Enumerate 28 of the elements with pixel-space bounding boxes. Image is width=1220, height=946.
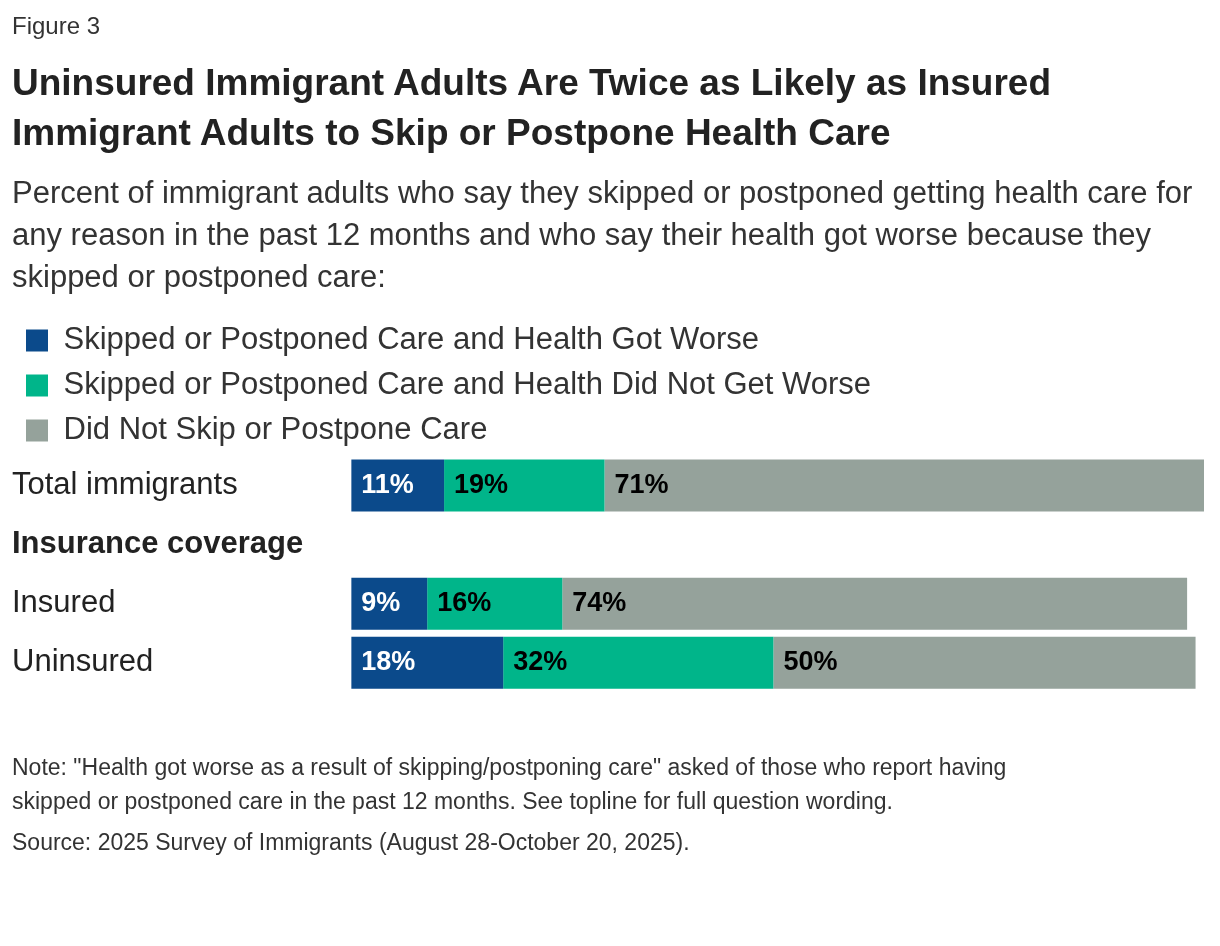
- chart-subtitle: Percent of immigrant adults who say they skipped or postponed getting health care for any reason in the past 12 months and who say their health got worse because they skipped or postponed care:: [12, 173, 1194, 296]
- data-label: 71%: [614, 469, 669, 500]
- bar: [503, 637, 774, 690]
- chart-title: Uninsured Immigrant Adults Are Twice as Likely as Insured Immigrant Adults to Skip or Postpone Health Care: [12, 61, 1053, 155]
- caption: Figure 3: [12, 12, 102, 40]
- data-label: 74%: [572, 587, 627, 618]
- y-tick-label: Uninsured: [12, 643, 154, 679]
- legend-label: Did Not Skip or Postpone Care: [63, 411, 488, 447]
- bar: [562, 578, 1188, 631]
- y-tick-label: Insured: [12, 584, 116, 620]
- data-label: 32%: [513, 646, 568, 677]
- bar: [427, 578, 563, 631]
- bar: [444, 459, 605, 512]
- bar: [351, 637, 504, 690]
- data-label: 11%: [361, 469, 414, 500]
- legend-label: Skipped or Postponed Care and Health Did Not Get Worse: [63, 366, 872, 402]
- y-tick-label: Insurance coverage: [12, 525, 304, 561]
- data-label: 16%: [437, 587, 492, 618]
- text: Note: "Health got worse as a result of skipping/postponing care" asked of those who report having skipped or postponed care in the past 12 months. See topline for full question wording.: [12, 753, 1008, 816]
- bar: [604, 459, 1204, 512]
- data-label: 9%: [361, 587, 401, 618]
- data-label: 19%: [454, 469, 509, 500]
- source-note: Source: 2025 Survey of Immigrants (August 28-October 20, 2025).: [12, 828, 691, 858]
- legend-label: Skipped or Postponed Care and Health Got Worse: [63, 321, 760, 357]
- data-label: 50%: [783, 646, 838, 677]
- y-tick-label: Total immigrants: [12, 466, 238, 502]
- data-label: 18%: [361, 646, 416, 677]
- bar: [773, 637, 1196, 690]
